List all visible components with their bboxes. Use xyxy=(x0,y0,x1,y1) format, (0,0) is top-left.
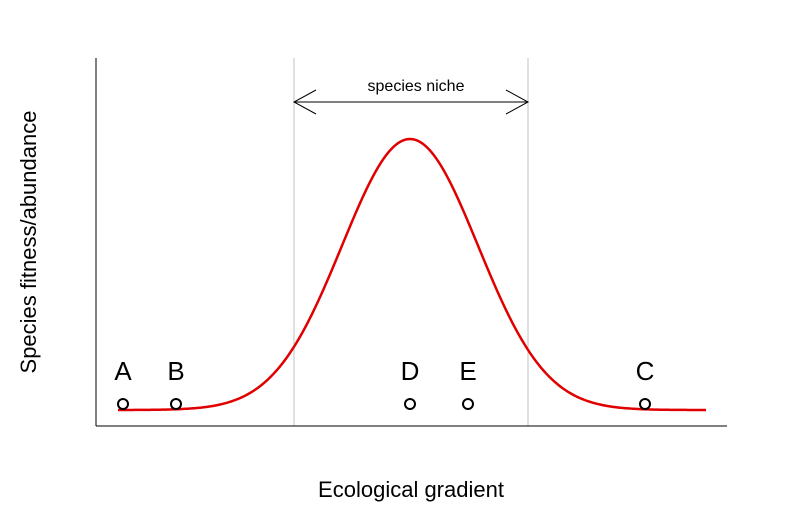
niche-label: species niche xyxy=(368,78,465,95)
site-label-a: A xyxy=(114,356,132,386)
site-e: E xyxy=(459,356,477,410)
y-axis-label: Species fitness/abundance xyxy=(16,111,41,374)
site-b: B xyxy=(167,356,185,410)
site-marker-e xyxy=(462,398,474,410)
site-label-e: E xyxy=(459,356,476,386)
niche-arrow xyxy=(292,89,530,115)
x-axis-label: Ecological gradient xyxy=(318,477,504,502)
site-a: A xyxy=(114,356,132,410)
fitness-curve xyxy=(118,137,706,412)
site-c: C xyxy=(636,356,655,410)
site-marker-d xyxy=(404,398,416,410)
site-label-c: C xyxy=(636,356,655,386)
site-label-b: B xyxy=(167,356,184,386)
sites: A B D E C xyxy=(114,356,655,410)
site-marker-c xyxy=(639,398,651,410)
site-label-d: D xyxy=(401,356,420,386)
site-marker-a xyxy=(117,398,129,410)
site-d: D xyxy=(401,356,420,410)
site-marker-b xyxy=(170,398,182,410)
